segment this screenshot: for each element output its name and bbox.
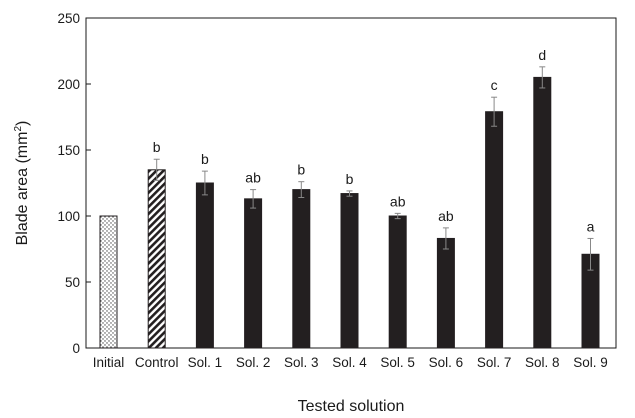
significance-label: b — [297, 162, 305, 178]
y-tick-label: 200 — [57, 77, 80, 92]
bar — [244, 198, 263, 349]
bar — [388, 215, 407, 349]
significance-label: c — [491, 77, 498, 93]
bar — [485, 111, 504, 349]
x-axis-title: Tested solution — [298, 398, 405, 415]
x-tick-label: Initial — [93, 355, 125, 370]
y-axis-title-close: ) — [14, 121, 31, 126]
y-tick-label: 50 — [65, 275, 80, 290]
error-bars — [153, 66, 594, 271]
y-tick-label: 100 — [57, 209, 80, 224]
significance-label: d — [538, 47, 546, 63]
y-axis-title-superscript: 2 — [13, 126, 24, 132]
bar — [99, 215, 118, 349]
significance-label: ab — [245, 170, 261, 186]
x-tick-label: Sol. 4 — [332, 355, 367, 370]
significance-labels: b b ab b b ab ab c d a — [153, 47, 595, 235]
significance-label: a — [587, 218, 595, 234]
bar — [533, 76, 552, 349]
y-axis-title: Blade area (mm2) — [13, 121, 31, 246]
bar — [340, 193, 359, 349]
bar — [147, 169, 166, 349]
y-axis: 0 50 100 150 200 250 — [57, 11, 91, 356]
x-tick-label: Sol. 3 — [284, 355, 319, 370]
x-tick-label: Sol. 6 — [429, 355, 464, 370]
x-tick-label: Sol. 2 — [236, 355, 271, 370]
significance-label: ab — [438, 208, 454, 224]
y-tick-label: 150 — [57, 143, 80, 158]
significance-label: b — [153, 139, 161, 155]
bar — [292, 189, 311, 349]
bar-series — [99, 76, 600, 349]
x-tick-label: Sol. 1 — [188, 355, 223, 370]
bar — [195, 182, 214, 349]
x-tick-label: Sol. 5 — [380, 355, 415, 370]
y-tick-label: 250 — [57, 11, 80, 26]
x-tick-label: Sol. 9 — [573, 355, 608, 370]
x-tick-label: Sol. 8 — [525, 355, 560, 370]
significance-label: b — [201, 151, 209, 167]
bar — [436, 237, 455, 349]
x-axis: Initial Control Sol. 1 Sol. 2 Sol. 3 Sol. 4 So… — [93, 355, 608, 370]
y-axis-title-main: Blade area (mm — [14, 132, 31, 246]
x-tick-label: Sol. 7 — [477, 355, 512, 370]
significance-label: ab — [390, 193, 406, 209]
y-tick-label: 0 — [72, 341, 80, 356]
x-tick-label: Control — [135, 355, 179, 370]
significance-label: b — [346, 171, 354, 187]
